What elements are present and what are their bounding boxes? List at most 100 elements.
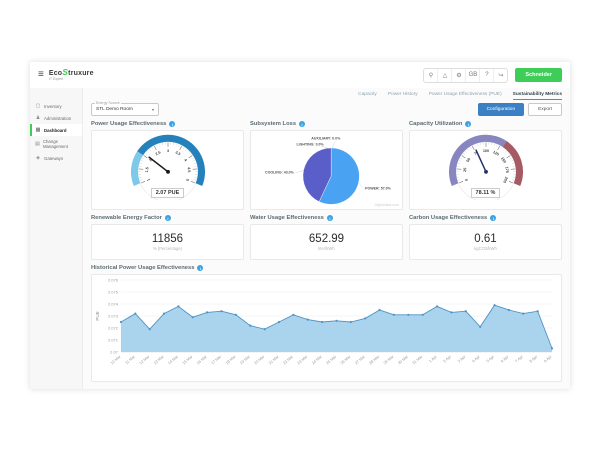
sidebar-item-label: Inventory	[44, 103, 62, 109]
svg-text:20 Mar: 20 Mar	[254, 354, 266, 365]
help-icon[interactable]: ?	[480, 68, 495, 82]
svg-text:19 Mar: 19 Mar	[239, 354, 251, 365]
tab-capacity[interactable]: Capacity	[358, 92, 377, 97]
gateways-icon: ◈	[36, 155, 40, 161]
header-icon-group: ⚲ △ ⚙ GB? ↪	[423, 67, 509, 83]
sidebar: ▢ Inventory ♟ Administration ▦ Dashboard ▤ Chan…	[30, 88, 83, 389]
svg-text:21 Mar: 21 Mar	[268, 354, 280, 365]
change-management-icon: ▤	[35, 141, 40, 147]
svg-text:2.07: 2.07	[110, 349, 119, 354]
pue-gauge-panel: 1 1.5 2 2.5 3 3.5 4 4.5 5 2.07 PUE	[91, 130, 244, 210]
svg-text:25: 25	[462, 167, 466, 172]
language-icon[interactable]: GB	[466, 68, 481, 82]
room-selector-value: STL Demo Room	[96, 107, 133, 112]
info-icon[interactable]: i	[197, 265, 204, 271]
schneider-button[interactable]: Schneider	[515, 68, 562, 82]
svg-text:POWER: 57.0%: POWER: 57.0%	[365, 186, 391, 190]
svg-text:31 Mar: 31 Mar	[412, 354, 424, 365]
svg-text:11 Mar: 11 Mar	[125, 354, 137, 365]
svg-text:12 Mar: 12 Mar	[139, 354, 151, 365]
room-selector-label: Energy Source	[95, 100, 121, 106]
stats-row: Renewable Energy Factor i 11856 % (Percen…	[91, 215, 562, 260]
administration-icon: ♟	[35, 115, 41, 121]
export-button[interactable]: Export	[528, 103, 562, 116]
carbon-usage-section: Carbon Usage Effectiveness i 0.61 kgCO2/k…	[409, 215, 562, 260]
svg-text:2 Apr: 2 Apr	[443, 354, 453, 363]
tab-sustainability-metrics[interactable]: Sustainability Metrics	[512, 92, 562, 100]
carbon-usage-unit: kgCO2/kWh	[474, 246, 497, 251]
sidebar-item-label: Change Management	[42, 139, 69, 149]
historical-pue-area-chart[interactable]: 2.07 2.071 2.072 2.073 2.074 2.075 2.076 PUE 10 …	[93, 276, 560, 376]
svg-text:16 Mar: 16 Mar	[196, 354, 208, 365]
search-icon[interactable]: ⚲	[424, 68, 439, 82]
svg-text:125: 125	[492, 150, 499, 157]
pue-title: Power Usage Effectiveness	[91, 121, 167, 127]
info-icon[interactable]: i	[326, 215, 333, 221]
svg-text:26 Mar: 26 Mar	[340, 354, 352, 365]
svg-text:6 Apr: 6 Apr	[500, 354, 510, 363]
renewable-energy-panel: 11856 % (Percentage)	[91, 224, 244, 260]
svg-text:2: 2	[148, 158, 152, 162]
room-selector[interactable]: Energy Source STL Demo Room ▾	[91, 100, 159, 116]
info-icon[interactable]: i	[169, 121, 176, 127]
svg-text:3.5: 3.5	[174, 150, 181, 156]
menu-icon[interactable]: ≡	[38, 69, 44, 80]
svg-text:AUXILIARY: 0.0%: AUXILIARY: 0.0%	[311, 137, 341, 141]
svg-text:1: 1	[146, 178, 151, 181]
charts-row: Power Usage Effectiveness i 1 1.5 2 2.5 3 3.5 4…	[91, 121, 562, 210]
sidebar-item-inventory[interactable]: ▢ Inventory	[30, 100, 82, 112]
subsystem-loss-pie-chart[interactable]: POWER: 57.0% COOLING: 43.0% LIGHTING: 0.0%…	[252, 133, 402, 206]
svg-text:25 Mar: 25 Mar	[326, 354, 338, 365]
sidebar-item-label: Dashboard	[44, 127, 67, 133]
info-icon[interactable]: i	[164, 215, 171, 221]
water-usage-value: 652.99	[308, 233, 345, 245]
pue-gauge-chart[interactable]: 1 1.5 22.5 3 3.54 4.5 5	[93, 133, 243, 200]
sidebar-item-gateways[interactable]: ◈ Gateways	[30, 152, 82, 164]
subsystem-loss-title: Subsystem Loss	[250, 121, 297, 127]
svg-text:50: 50	[465, 157, 471, 163]
sidebar-item-dashboard[interactable]: ▦ Dashboard	[30, 124, 82, 136]
logout-icon[interactable]: ↪	[498, 72, 504, 79]
dashboard-icon: ▦	[35, 127, 41, 133]
svg-text:1 Apr: 1 Apr	[428, 354, 438, 363]
info-icon[interactable]: i	[465, 121, 472, 127]
pue-section: Power Usage Effectiveness i 1 1.5 2 2.5 3 3.5 4…	[91, 121, 244, 210]
renewable-energy-value: 11856	[151, 233, 184, 245]
tab-power-history[interactable]: Power History	[387, 92, 418, 97]
sidebar-item-change-management[interactable]: ▤ Change Management	[30, 136, 82, 152]
ecostruxure-swirl-icon: S	[62, 67, 69, 78]
top-right-tools: ⚲ △ ⚙ GB? ↪ Schneider	[423, 67, 562, 83]
inventory-icon: ▢	[35, 103, 41, 109]
svg-text:13 Mar: 13 Mar	[153, 354, 165, 365]
svg-text:0: 0	[464, 178, 469, 181]
main-content: Capacity Power History Power Usage Effecti…	[83, 88, 570, 389]
chevron-down-icon: ▾	[151, 107, 154, 112]
svg-text:27 Mar: 27 Mar	[354, 354, 366, 365]
brand-subtitle: IT Expert	[48, 77, 64, 82]
tab-power-usage-effectiveness-pue-[interactable]: Power Usage Effectiveness (PUE)	[428, 92, 502, 97]
info-icon[interactable]: i	[490, 215, 497, 221]
sidebar-item-administration[interactable]: ♟ Administration	[30, 112, 82, 124]
capacity-value-box: 78.11 %	[470, 188, 501, 198]
svg-text:100: 100	[482, 149, 488, 153]
water-usage-section: Water Usage Effectiveness i 652.99 liter/…	[250, 215, 403, 260]
svg-text:22 Mar: 22 Mar	[282, 354, 294, 365]
historical-pue-title: Historical Power Usage Effectiveness	[91, 265, 195, 271]
subsystem-loss-panel: POWER: 57.0% COOLING: 43.0% LIGHTING: 0.0%…	[250, 130, 403, 210]
svg-text:PUE: PUE	[95, 311, 100, 320]
settings-icon[interactable]: ⚙	[452, 68, 467, 82]
tabs-row: Capacity Power History Power Usage Effecti…	[91, 92, 562, 100]
svg-text:23 Mar: 23 Mar	[297, 354, 309, 365]
svg-text:4 Apr: 4 Apr	[471, 354, 481, 363]
carbon-usage-value: 0.61	[474, 233, 497, 245]
svg-text:2.5: 2.5	[154, 150, 161, 156]
info-icon[interactable]: i	[299, 121, 306, 127]
svg-text:4.5: 4.5	[186, 167, 190, 173]
svg-text:175: 175	[504, 166, 509, 173]
alarms-icon[interactable]: △	[438, 68, 453, 82]
configuration-button[interactable]: Configuration	[477, 103, 525, 116]
historical-pue-panel: 2.07 2.071 2.072 2.073 2.074 2.075 2.076 PUE 10 …	[91, 274, 562, 382]
toolbar-row: Energy Source STL Demo Room ▾ Configurat…	[91, 100, 562, 116]
